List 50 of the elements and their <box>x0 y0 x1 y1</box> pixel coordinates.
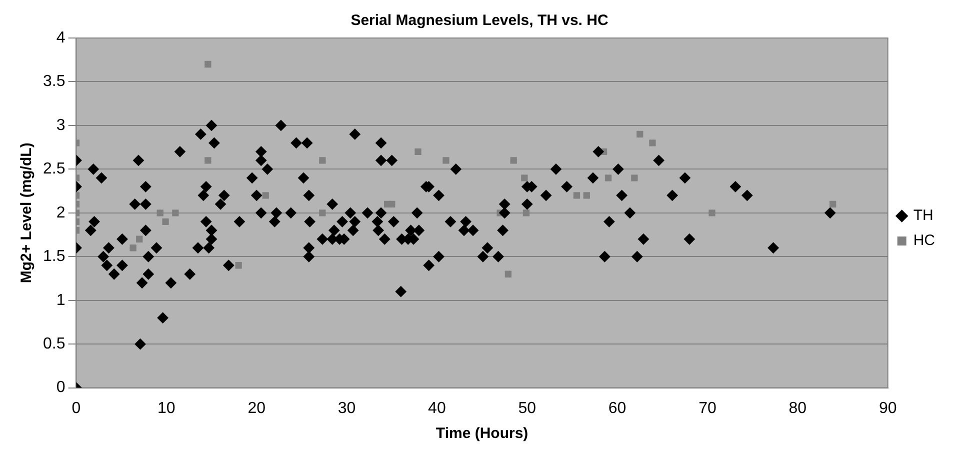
point <box>235 262 242 269</box>
point <box>636 130 644 138</box>
point <box>522 210 530 216</box>
x-tick-label: 60 <box>608 400 626 417</box>
y-tick-label: 0 <box>56 379 66 396</box>
point <box>414 148 422 156</box>
point <box>708 210 716 216</box>
y-tick-label: 1.5 <box>42 248 66 266</box>
y-tick-label: 1 <box>56 292 66 309</box>
x-tick-label: 20 <box>248 400 266 417</box>
chart-title: Serial Magnesium Levels, TH vs. HC <box>350 12 608 30</box>
point <box>162 218 169 225</box>
point <box>583 192 590 199</box>
y-tick-label: 0.5 <box>42 335 66 352</box>
x-tick-label: 0 <box>72 400 81 417</box>
point <box>136 236 143 242</box>
point <box>172 210 179 216</box>
point <box>319 157 326 164</box>
point <box>649 140 656 146</box>
point <box>830 200 836 208</box>
point <box>204 60 212 68</box>
point <box>156 210 164 216</box>
x-tick-label: 80 <box>788 400 807 417</box>
legend-label: TH <box>913 207 934 224</box>
point <box>521 174 528 182</box>
point <box>204 157 212 164</box>
point <box>262 192 269 199</box>
point <box>631 174 638 182</box>
point <box>319 210 326 216</box>
x-tick-label: 90 <box>878 400 897 417</box>
y-tick-label: 2 <box>56 204 66 222</box>
point <box>130 244 136 252</box>
point <box>504 270 512 278</box>
y-axis-title: Mg2+ Level (mg/dL) <box>18 142 36 284</box>
point <box>573 192 580 199</box>
x-tick-label: 50 <box>518 400 536 417</box>
y-tick-label: 3.5 <box>42 73 66 90</box>
point <box>388 200 396 208</box>
y-tick-label: 3 <box>56 116 66 134</box>
point <box>604 174 612 182</box>
y-tick-label: 2.5 <box>42 160 66 178</box>
x-axis-title: Time (Hours) <box>436 425 528 442</box>
x-tick-label: 30 <box>338 400 356 417</box>
y-tick-label: 4 <box>56 29 66 46</box>
x-tick-label: 10 <box>158 400 176 417</box>
point <box>442 157 450 164</box>
legend-label: HC <box>913 232 936 250</box>
x-tick-label: 40 <box>428 400 446 417</box>
x-tick-label: 70 <box>698 400 716 417</box>
point <box>510 157 517 164</box>
